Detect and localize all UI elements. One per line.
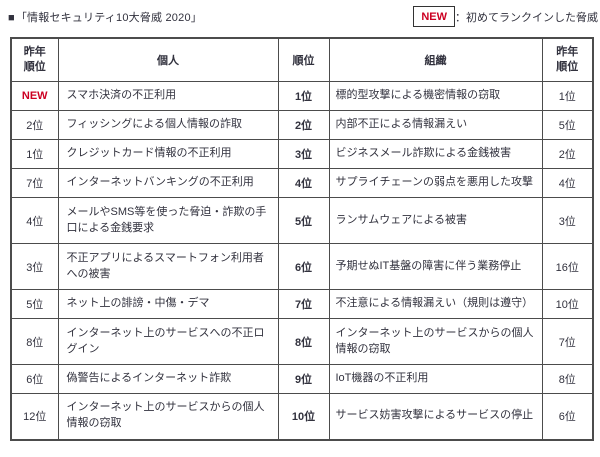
prev-rank-right-cell: 1位 xyxy=(541,81,594,111)
table-header-row: 昨年 順位 個人 順位 組織 昨年 順位 xyxy=(10,37,594,82)
prev-rank-right-cell: 8位 xyxy=(541,364,594,394)
page-title-text: 「情報セキュリティ10大脅威 2020」 xyxy=(15,12,202,24)
rank-cell: 5位 xyxy=(277,197,330,244)
prev-rank-left-cell: 12位 xyxy=(10,393,59,440)
organization-threat-cell: サプライチェーンの弱点を悪用した攻撃 xyxy=(328,168,543,198)
header-line: 昨年 xyxy=(556,45,579,58)
organization-threat-cell: ビジネスメール詐欺による金銭被害 xyxy=(328,139,543,169)
square-bullet-icon: ■ xyxy=(8,12,15,24)
header-rank: 順位 xyxy=(277,37,330,82)
organization-threat-cell: 内部不正による情報漏えい xyxy=(328,110,543,140)
header-line: 順位 xyxy=(556,61,579,73)
organization-threat-cell: 不注意による情報漏えい（規則は遵守） xyxy=(328,289,543,319)
organization-threat-cell: IoT機器の不正利用 xyxy=(328,364,543,394)
individual-threat-cell: インターネットバンキングの不正利用 xyxy=(57,168,279,198)
rank-cell: 3位 xyxy=(277,139,330,169)
individual-threat-cell: 偽警告によるインターネット詐欺 xyxy=(57,364,279,394)
organization-threat-cell: インターネット上のサービスからの個人情報の窃取 xyxy=(328,318,543,365)
individual-threat-cell: インターネット上のサービスからの個人情報の窃取 xyxy=(57,393,279,440)
prev-rank-left-cell: 5位 xyxy=(10,289,59,319)
prev-rank-left-cell: 4位 xyxy=(10,197,59,244)
prev-rank-right-cell: 2位 xyxy=(541,139,594,169)
new-legend: NEW ：初めてランクインした脅威 xyxy=(413,6,598,27)
new-legend-text: ：初めてランクインした脅威 xyxy=(455,11,598,24)
organization-threat-cell: ランサムウェアによる被害 xyxy=(328,197,543,244)
header-line: 昨年 xyxy=(23,45,46,58)
table-row: 4位 メールやSMS等を使った脅迫・詐欺の手口による金銭要求 5位 ランサムウェ… xyxy=(10,197,594,244)
rank-cell: 7位 xyxy=(277,289,330,319)
table-row: 6位 偽警告によるインターネット詐欺 9位 IoT機器の不正利用 8位 xyxy=(10,364,594,394)
prev-rank-right-cell: 4位 xyxy=(541,168,594,198)
page-title: ■「情報セキュリティ10大脅威 2020」 xyxy=(8,6,202,25)
new-badge: NEW xyxy=(413,6,455,27)
rank-cell: 8位 xyxy=(277,318,330,365)
prev-rank-right-cell: 5位 xyxy=(541,110,594,140)
organization-threat-cell: サービス妨害攻撃によるサービスの停止 xyxy=(328,393,543,440)
organization-threat-cell: 予期せぬIT基盤の障害に伴う業務停止 xyxy=(328,243,543,290)
header-organization: 組織 xyxy=(328,37,543,82)
header-line: 順位 xyxy=(23,61,46,73)
header-individual: 個人 xyxy=(57,37,279,82)
individual-threat-cell: フィッシングによる個人情報の詐取 xyxy=(57,110,279,140)
header-prev-rank-left: 昨年 順位 xyxy=(10,37,59,82)
header-prev-rank-right: 昨年 順位 xyxy=(541,37,594,82)
rank-cell: 10位 xyxy=(277,393,330,440)
prev-rank-left-cell: 6位 xyxy=(10,364,59,394)
top-bar: ■「情報セキュリティ10大脅威 2020」 NEW ：初めてランクインした脅威 xyxy=(0,0,600,32)
table-row: 7位 インターネットバンキングの不正利用 4位 サプライチェーンの弱点を悪用した… xyxy=(10,168,594,198)
prev-rank-left-cell: NEW xyxy=(10,81,59,111)
prev-rank-right-cell: 10位 xyxy=(541,289,594,319)
threats-table: 昨年 順位 個人 順位 組織 昨年 順位 NEW スマホ決済の不正利用 1位 標… xyxy=(10,37,594,441)
table-row: 8位 インターネット上のサービスへの不正ログイン 8位 インターネット上のサービ… xyxy=(10,318,594,365)
prev-rank-left-cell: 1位 xyxy=(10,139,59,169)
rank-cell: 6位 xyxy=(277,243,330,290)
prev-rank-left-cell: 7位 xyxy=(10,168,59,198)
prev-rank-left-cell: 2位 xyxy=(10,110,59,140)
prev-rank-right-cell: 7位 xyxy=(541,318,594,365)
individual-threat-cell: メールやSMS等を使った脅迫・詐欺の手口による金銭要求 xyxy=(57,197,279,244)
rank-cell: 2位 xyxy=(277,110,330,140)
individual-threat-cell: クレジットカード情報の不正利用 xyxy=(57,139,279,169)
rank-cell: 1位 xyxy=(277,81,330,111)
individual-threat-cell: ネット上の誹謗・中傷・デマ xyxy=(57,289,279,319)
table-row: NEW スマホ決済の不正利用 1位 標的型攻撃による機密情報の窃取 1位 xyxy=(10,81,594,111)
table-row: 5位 ネット上の誹謗・中傷・デマ 7位 不注意による情報漏えい（規則は遵守） 1… xyxy=(10,289,594,319)
individual-threat-cell: 不正アプリによるスマートフォン利用者への被害 xyxy=(57,243,279,290)
table-row: 3位 不正アプリによるスマートフォン利用者への被害 6位 予期せぬIT基盤の障害… xyxy=(10,243,594,290)
rank-cell: 4位 xyxy=(277,168,330,198)
table-row: 1位 クレジットカード情報の不正利用 3位 ビジネスメール詐欺による金銭被害 2… xyxy=(10,139,594,169)
individual-threat-cell: スマホ決済の不正利用 xyxy=(57,81,279,111)
prev-rank-right-cell: 16位 xyxy=(541,243,594,290)
prev-rank-left-cell: 3位 xyxy=(10,243,59,290)
prev-rank-left-cell: 8位 xyxy=(10,318,59,365)
prev-rank-right-cell: 6位 xyxy=(541,393,594,440)
organization-threat-cell: 標的型攻撃による機密情報の窃取 xyxy=(328,81,543,111)
table-row: 12位 インターネット上のサービスからの個人情報の窃取 10位 サービス妨害攻撃… xyxy=(10,393,594,440)
table-row: 2位 フィッシングによる個人情報の詐取 2位 内部不正による情報漏えい 5位 xyxy=(10,110,594,140)
individual-threat-cell: インターネット上のサービスへの不正ログイン xyxy=(57,318,279,365)
prev-rank-right-cell: 3位 xyxy=(541,197,594,244)
rank-cell: 9位 xyxy=(277,364,330,394)
